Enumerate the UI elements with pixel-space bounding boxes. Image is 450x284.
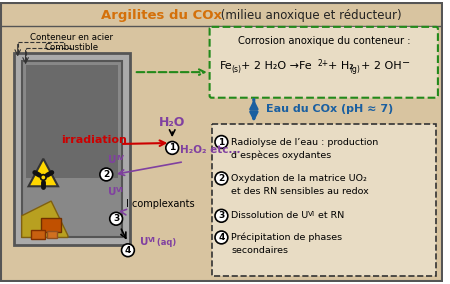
Bar bbox=[22, 61, 122, 237]
Text: Dissolution de U: Dissolution de U bbox=[231, 211, 309, 220]
Polygon shape bbox=[28, 159, 58, 186]
FancyBboxPatch shape bbox=[210, 27, 438, 98]
Text: irradiation: irradiation bbox=[61, 135, 127, 145]
Text: H₂O₂ etc...: H₂O₂ etc... bbox=[180, 145, 241, 155]
Bar bbox=[41, 218, 61, 231]
Bar bbox=[32, 229, 45, 239]
Circle shape bbox=[42, 176, 45, 179]
Text: 2: 2 bbox=[103, 170, 109, 179]
Text: VI: VI bbox=[148, 237, 156, 243]
Text: Conteneur en acier: Conteneur en acier bbox=[30, 33, 113, 42]
Text: IV: IV bbox=[116, 155, 124, 161]
Text: 4: 4 bbox=[218, 233, 225, 242]
Bar bbox=[14, 53, 130, 245]
Text: Fe: Fe bbox=[220, 61, 232, 71]
Text: Précipitation de phases: Précipitation de phases bbox=[231, 233, 342, 242]
Text: 1: 1 bbox=[218, 137, 225, 147]
Circle shape bbox=[166, 141, 179, 154]
Circle shape bbox=[122, 244, 135, 257]
Text: Argilites du COx: Argilites du COx bbox=[101, 9, 222, 22]
Circle shape bbox=[215, 135, 228, 149]
Text: (s): (s) bbox=[231, 65, 241, 74]
Text: et des RN sensibles au redox: et des RN sensibles au redox bbox=[231, 187, 369, 196]
Text: 3: 3 bbox=[113, 214, 119, 223]
Text: + 2 OH: + 2 OH bbox=[361, 61, 402, 71]
Circle shape bbox=[110, 212, 122, 225]
Bar bbox=[47, 231, 57, 239]
Circle shape bbox=[215, 172, 228, 185]
Polygon shape bbox=[22, 201, 68, 237]
Text: Oxydation de la matrice UO₂: Oxydation de la matrice UO₂ bbox=[231, 174, 367, 183]
Text: (milieu anoxique et réducteur): (milieu anoxique et réducteur) bbox=[217, 9, 402, 22]
Text: et RN: et RN bbox=[315, 211, 344, 220]
Circle shape bbox=[215, 209, 228, 222]
Circle shape bbox=[100, 168, 112, 181]
Text: U: U bbox=[140, 237, 148, 247]
Text: 2: 2 bbox=[218, 174, 225, 183]
Text: secondaires: secondaires bbox=[231, 246, 288, 255]
Text: I complexants: I complexants bbox=[126, 199, 194, 209]
Text: 3: 3 bbox=[218, 211, 225, 220]
Circle shape bbox=[40, 174, 46, 180]
Text: VI: VI bbox=[116, 187, 124, 193]
Text: U: U bbox=[108, 155, 117, 165]
Text: 1: 1 bbox=[169, 143, 176, 153]
Text: (aq): (aq) bbox=[153, 238, 176, 247]
Text: −: − bbox=[402, 58, 410, 68]
Text: + 2 H₂O →Fe: + 2 H₂O →Fe bbox=[241, 61, 312, 71]
Text: Corrosion anoxique du conteneur :: Corrosion anoxique du conteneur : bbox=[238, 36, 410, 46]
Text: U: U bbox=[108, 187, 117, 197]
FancyBboxPatch shape bbox=[212, 124, 436, 276]
Text: Combustible: Combustible bbox=[45, 43, 99, 52]
Text: H₂O: H₂O bbox=[159, 116, 185, 129]
Text: VI: VI bbox=[308, 211, 315, 217]
Text: 4: 4 bbox=[125, 246, 131, 255]
Text: 2+: 2+ bbox=[318, 59, 329, 68]
Text: Eau du COx (pH ≈ 7): Eau du COx (pH ≈ 7) bbox=[266, 104, 393, 114]
Text: Radiolyse de l’eau : production: Radiolyse de l’eau : production bbox=[231, 137, 378, 147]
Text: d’espèces oxydantes: d’espèces oxydantes bbox=[231, 150, 332, 160]
Text: + H₂: + H₂ bbox=[328, 61, 353, 71]
Circle shape bbox=[215, 231, 228, 244]
Text: (g): (g) bbox=[349, 65, 360, 74]
Bar bbox=[26, 65, 118, 178]
